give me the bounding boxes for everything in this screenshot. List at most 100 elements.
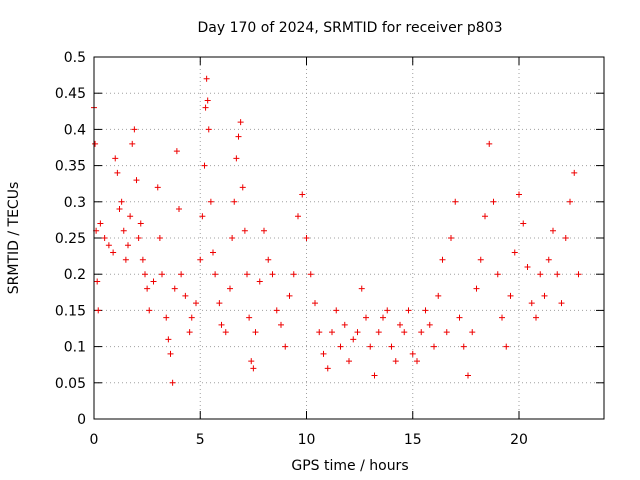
data-point	[101, 235, 108, 241]
data-point	[120, 227, 127, 234]
series-srmtid-p803	[91, 75, 582, 386]
data-point	[295, 213, 301, 220]
data-point	[135, 235, 142, 241]
data-point	[197, 256, 204, 263]
data-point	[286, 292, 293, 299]
data-point	[486, 140, 493, 147]
data-point	[354, 329, 361, 336]
data-point	[273, 307, 280, 314]
data-point	[163, 314, 170, 321]
data-point	[405, 307, 412, 314]
data-point	[212, 271, 219, 278]
data-point	[202, 104, 209, 111]
data-point	[171, 285, 178, 292]
x-tick-label: 20	[510, 432, 528, 448]
data-point	[216, 300, 223, 307]
data-point	[350, 336, 357, 343]
chart-title: Day 170 of 2024, SRMTID for receiver p80…	[197, 20, 502, 36]
data-point	[193, 300, 199, 307]
data-point	[154, 184, 161, 191]
y-tick-label: 0.25	[55, 231, 86, 247]
data-point	[473, 285, 480, 292]
y-tick-label: 0.35	[55, 159, 86, 175]
data-point	[125, 242, 131, 249]
data-point	[250, 365, 257, 372]
data-point	[133, 177, 140, 184]
data-points	[91, 75, 582, 386]
data-point	[129, 140, 136, 147]
data-point	[507, 292, 514, 299]
data-point	[414, 358, 420, 365]
data-point	[422, 307, 429, 314]
data-point	[239, 184, 246, 191]
data-point	[114, 169, 121, 176]
data-point	[182, 292, 189, 299]
data-point	[337, 343, 344, 350]
data-point	[233, 155, 240, 162]
y-tick-label: 0.2	[64, 267, 86, 283]
data-point	[118, 198, 125, 205]
x-tick-label: 0	[90, 432, 99, 448]
data-point	[448, 235, 454, 241]
data-point	[110, 249, 117, 256]
y-axis-label: SRMTID / TECUs	[6, 182, 22, 295]
data-point	[363, 314, 369, 321]
x-tick-label: 10	[298, 432, 316, 448]
y-tick-label: 0.15	[55, 303, 86, 319]
data-point	[248, 358, 255, 365]
data-point	[146, 307, 153, 314]
data-point	[418, 329, 425, 336]
data-point	[290, 271, 297, 278]
y-tick-label: 0.5	[64, 50, 86, 66]
data-point	[210, 249, 216, 256]
data-point	[452, 198, 459, 205]
data-point	[176, 206, 182, 213]
data-point	[207, 198, 214, 205]
data-point	[409, 350, 416, 357]
data-point	[341, 321, 348, 328]
data-point	[312, 300, 318, 307]
data-point	[490, 198, 497, 205]
data-point	[469, 329, 476, 336]
data-point	[545, 256, 552, 263]
data-point	[282, 343, 289, 350]
data-point	[460, 343, 467, 350]
data-point	[205, 126, 212, 133]
data-point	[265, 256, 272, 263]
data-point	[237, 119, 244, 126]
data-point	[116, 206, 123, 213]
data-point	[431, 343, 437, 350]
data-point	[167, 350, 174, 357]
data-point	[150, 278, 157, 285]
data-point	[127, 213, 134, 220]
data-point	[139, 256, 146, 263]
data-point	[494, 271, 501, 278]
data-point	[533, 314, 539, 321]
data-point	[562, 235, 569, 241]
data-point	[169, 379, 176, 386]
data-point	[482, 213, 488, 220]
data-point	[307, 271, 314, 278]
data-point	[201, 162, 208, 169]
data-point	[227, 285, 233, 292]
data-point	[520, 220, 527, 227]
data-point	[173, 148, 180, 155]
data-point	[186, 329, 193, 336]
data-point	[435, 292, 442, 299]
data-point	[456, 314, 463, 321]
data-point	[477, 256, 484, 263]
data-point	[384, 307, 391, 314]
data-point	[278, 321, 284, 328]
data-point	[231, 198, 238, 205]
data-point	[235, 133, 242, 140]
data-point	[499, 314, 505, 321]
data-point	[178, 271, 185, 278]
data-point	[204, 97, 211, 104]
data-point	[246, 314, 253, 321]
data-point	[316, 329, 323, 336]
data-point	[358, 285, 365, 292]
plot-frame	[93, 56, 605, 420]
data-point	[137, 220, 144, 227]
y-tick-label: 0	[77, 412, 86, 428]
